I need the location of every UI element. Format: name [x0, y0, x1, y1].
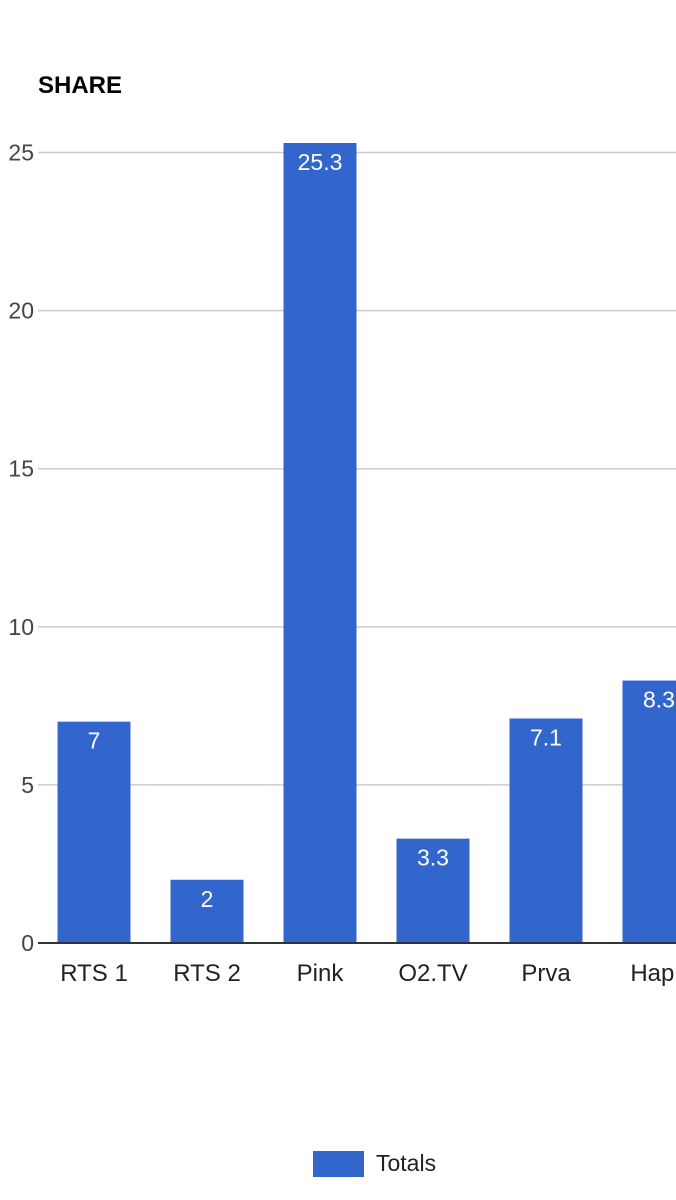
bar-data-label: 7 [88, 728, 101, 754]
y-axis-ticks: 0 5 10 15 20 25 [8, 139, 34, 956]
x-category-label: Happ [630, 960, 676, 987]
x-category-label: RTS 1 [60, 960, 128, 987]
bar-happ [622, 680, 676, 943]
bar-data-label: 8.3 [643, 687, 675, 713]
x-axis-categories: RTS 1 RTS 2 Pink O2.TV Prva Happ [60, 960, 676, 987]
bars: 7 2 25.3 3.3 7.1 8.3 [57, 143, 676, 943]
legend-label-totals: Totals [376, 1150, 437, 1176]
y-tick-label: 15 [8, 456, 34, 482]
y-tick-label: 0 [21, 930, 34, 956]
bar-data-label: 3.3 [417, 845, 449, 871]
x-category-label: Pink [297, 960, 345, 987]
legend-swatch [313, 1150, 364, 1177]
bar-data-label: 25.3 [298, 149, 343, 175]
bar-prva [509, 718, 583, 943]
x-category-label: RTS 2 [173, 960, 241, 987]
x-category-label: Prva [521, 960, 571, 987]
bar-o2-tv [396, 838, 470, 943]
grid-lines [38, 151, 676, 786]
bar-pink [283, 143, 357, 943]
y-tick-label: 5 [21, 772, 34, 798]
bar-data-label: 7.1 [530, 724, 562, 750]
x-category-label: O2.TV [398, 960, 467, 987]
bar-data-label: 2 [201, 886, 214, 912]
y-tick-label: 25 [8, 139, 34, 165]
y-tick-label: 20 [8, 298, 34, 324]
bar-rts-2 [170, 879, 244, 943]
chart-title: SHARE [38, 72, 123, 99]
bar-rts-1 [57, 721, 131, 943]
legend: Totals [313, 1150, 436, 1177]
y-tick-label: 10 [8, 614, 34, 640]
